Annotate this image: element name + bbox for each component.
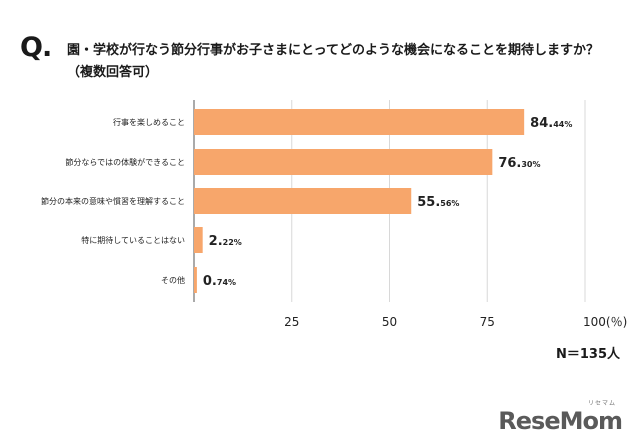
bar (194, 109, 525, 135)
x-tick-label: 100(％) (583, 315, 627, 329)
brand-ruby: リセマム (587, 400, 616, 407)
x-tick-label: 75 (480, 315, 495, 329)
data-label: 84.44% (530, 116, 572, 131)
chart-title: 園・学校が行なう節分行事がお子さまにとってどのような機会になることを期待しますか… (67, 43, 599, 80)
category-label: 節分の本来の意味や慣習を理解すること (41, 196, 185, 206)
data-label: 76.30% (498, 156, 540, 171)
data-label: 2.22% (209, 234, 242, 249)
category-label: その他 (161, 275, 185, 285)
bar (194, 188, 412, 214)
category-label: 行事を楽しめること (113, 117, 185, 127)
sample-size-label: N＝135人 (555, 347, 620, 362)
question-mark: Q. (20, 32, 52, 63)
x-tick-label: 25 (284, 315, 299, 329)
data-label: 0.74% (203, 274, 236, 289)
data-label: 55.56% (417, 195, 459, 210)
category-label: 節分ならではの体験ができること (65, 157, 185, 167)
bar (194, 267, 197, 293)
category-label: 特に期待していることはない (81, 235, 185, 245)
bar (194, 227, 203, 253)
bar (194, 149, 493, 175)
resemom-logo: ReseMom (498, 407, 623, 435)
x-tick-label: 50 (382, 315, 397, 329)
